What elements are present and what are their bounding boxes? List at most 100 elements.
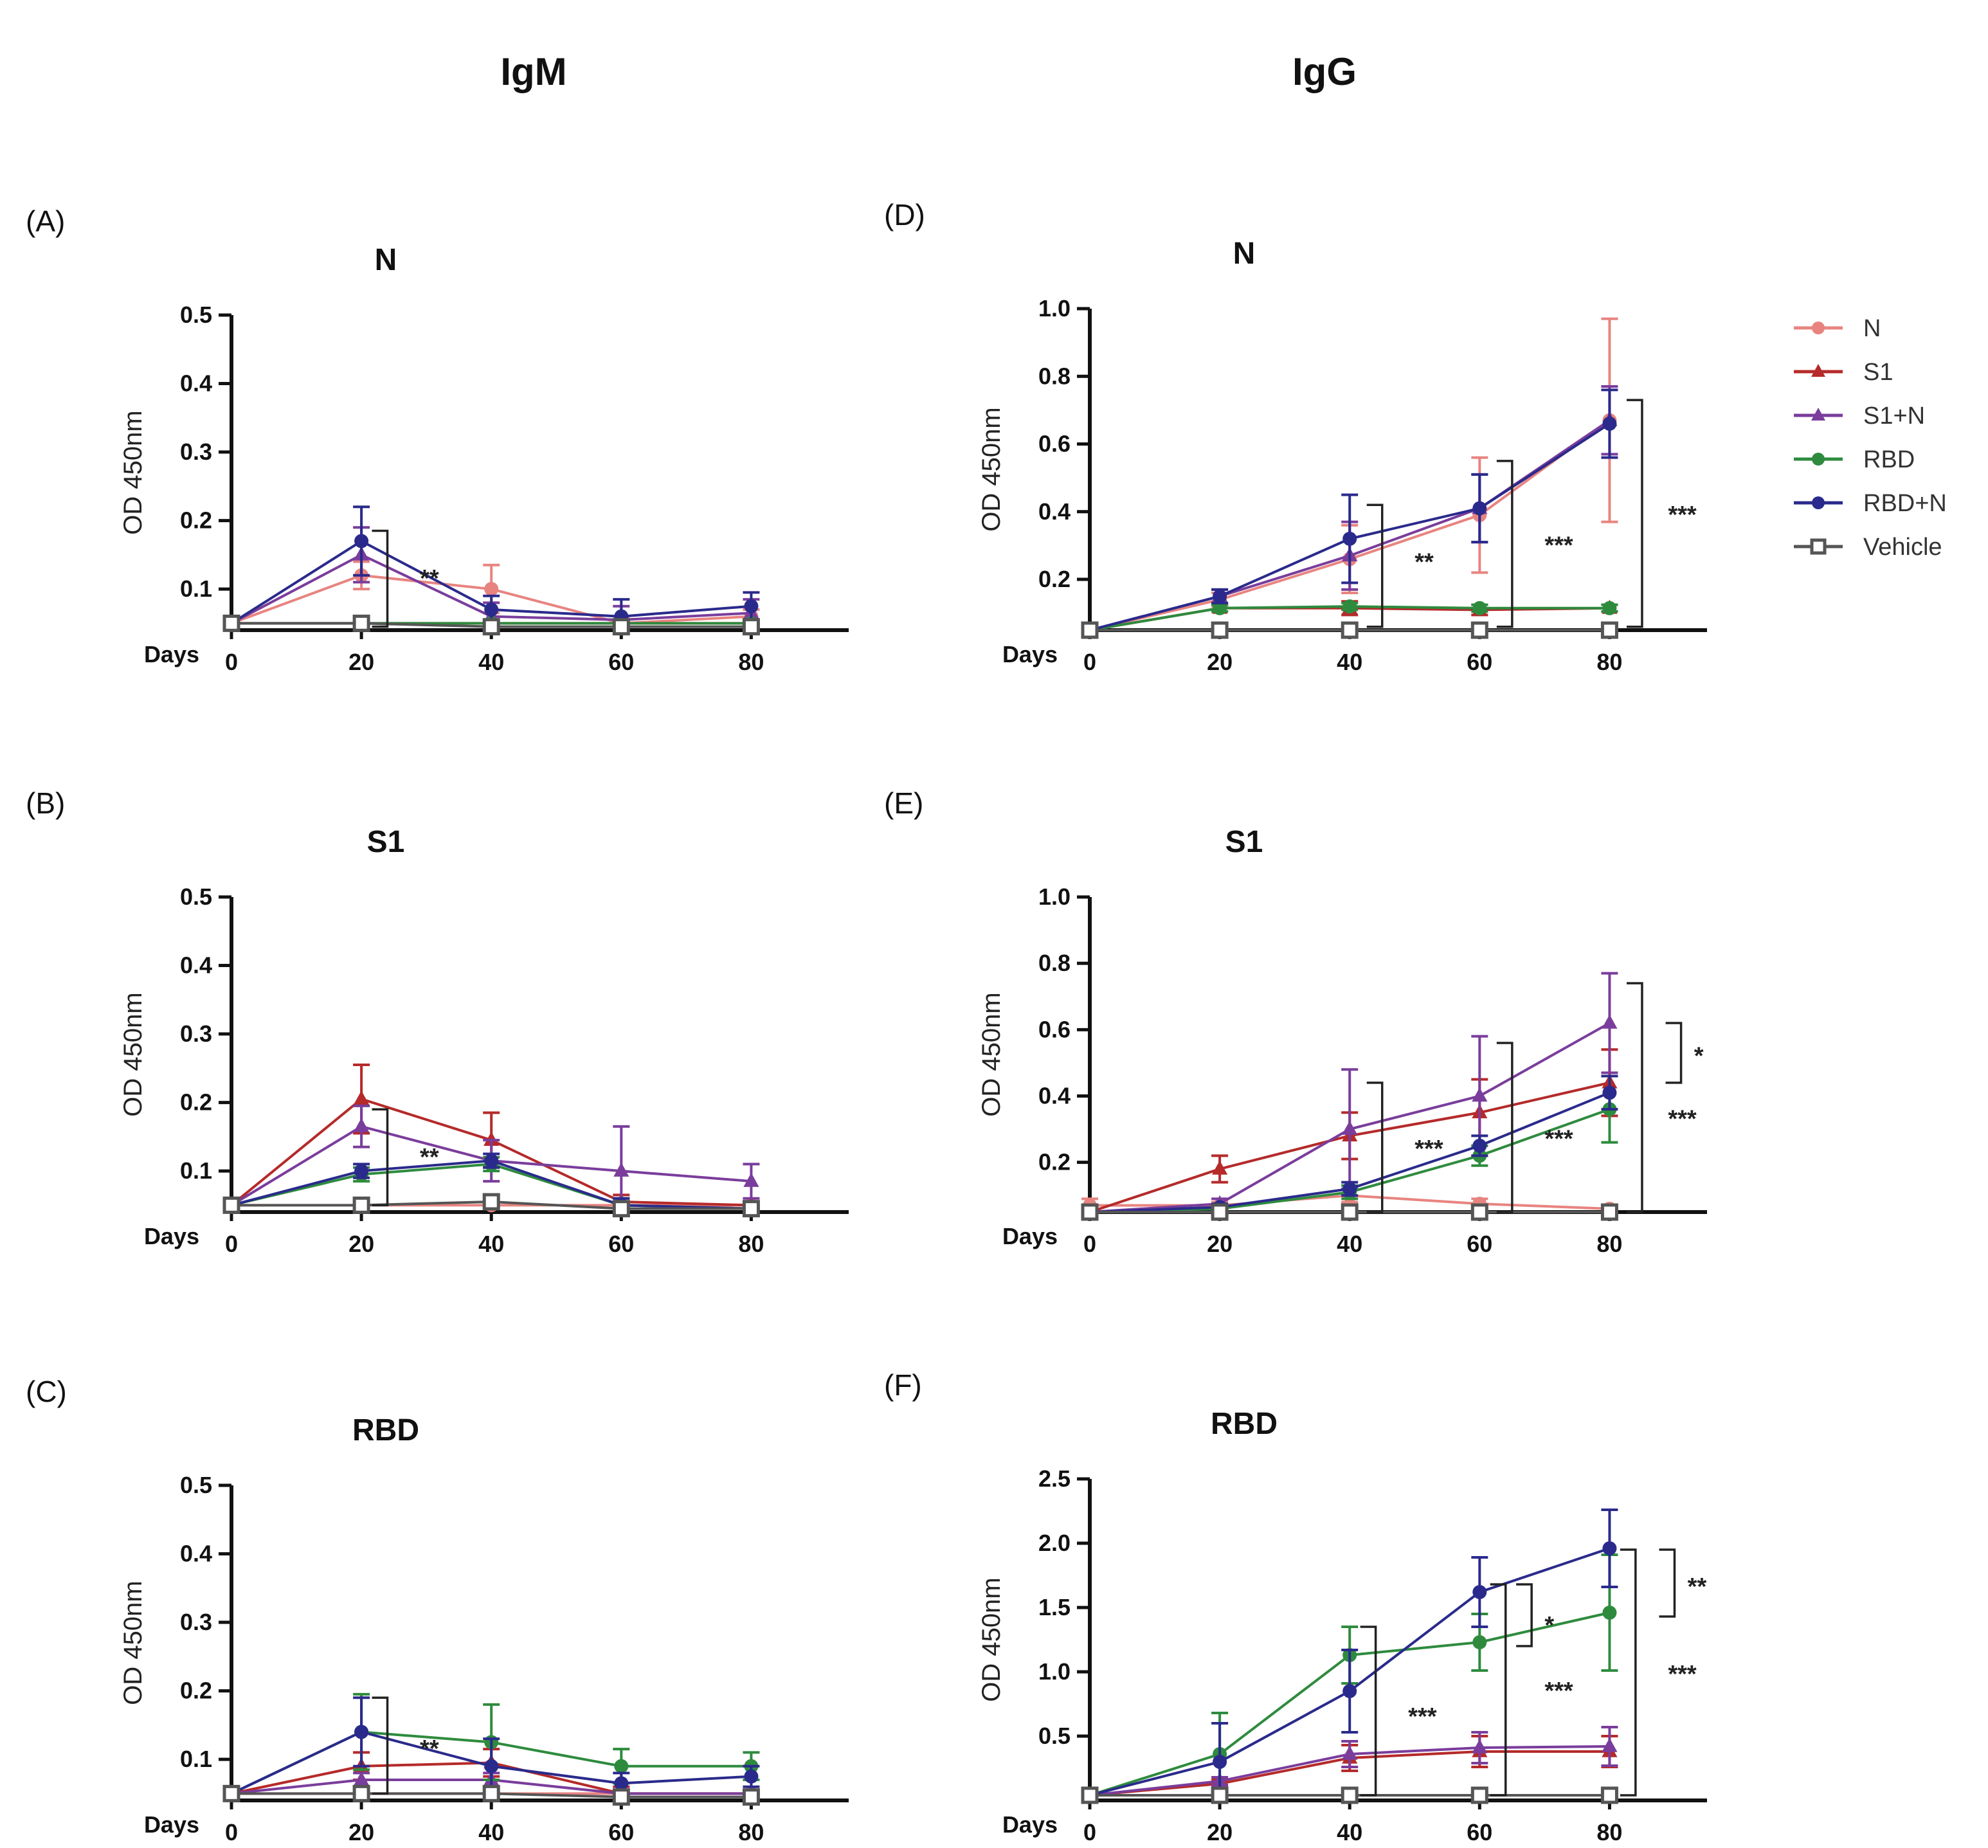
legend-entry-rbd: RBD (1794, 446, 1915, 473)
chart-panel-c: (C) RBD 0.1 0.2 0.3 0.4 0.5 0 20 40 60 80 Days OD 450… (26, 1375, 849, 1845)
panel-d-x-tick-label: 60 (1467, 649, 1492, 675)
panel-e-y-label: OD 450nm (977, 992, 1006, 1116)
panel-e-significance-label: *** (1414, 1136, 1443, 1163)
panel-e-x-tick-label: 80 (1596, 1231, 1622, 1257)
panel-b-x-tick-label: 60 (608, 1231, 634, 1257)
panel-f-point-rbd-plus-n (1602, 1541, 1617, 1555)
panel-a-point-vehicle (612, 618, 630, 636)
panel-c-point-rbd-plus-n (484, 1759, 499, 1773)
panel-b-y-tick-label: 0.3 (180, 1020, 212, 1047)
panel-e-y-tick-label: 0.2 (1038, 1149, 1071, 1175)
panel-c-series-vehicle (222, 1784, 760, 1806)
panel-e-significance-bracket (1496, 1042, 1514, 1213)
panel-b-point-s1-plus-n (613, 1162, 629, 1177)
panel-a-x-tick-label: 0 (225, 649, 238, 675)
panel-f-y-tick-label: 0.5 (1038, 1723, 1071, 1749)
panel-c-point-rbd-plus-n (614, 1776, 629, 1791)
legend: N S1 S1+N RBD RBD+N Vehicle (1794, 315, 1947, 561)
panel-b-point-s1 (354, 1091, 370, 1105)
panel-e-significance-bracket (1665, 1022, 1683, 1084)
panel-f-x-tick-label: 80 (1596, 1819, 1622, 1845)
panel-e-point-s1-plus-n (1472, 1087, 1488, 1102)
panel-b-point-vehicle (482, 1193, 500, 1211)
panel-c-significance-label: ** (420, 1735, 439, 1762)
panel-b-series-vehicle (222, 1193, 760, 1218)
panel-c-y-label: OD 450nm (119, 1581, 147, 1705)
panel-e-significance-bracket (1626, 982, 1643, 1213)
panel-a-y-tick-label: 0.5 (180, 302, 212, 328)
panel-a-y-tick-label: 0.2 (180, 507, 212, 534)
panel-c-x-tick-label: 20 (348, 1819, 374, 1845)
panel-c-point-vehicle (222, 1784, 240, 1802)
panel-e-y-tick-label: 0.8 (1038, 950, 1071, 976)
chart-panel-a: (A) N 0.1 0.2 0.3 0.4 0.5 0 20 40 60 80 Days OD 450nm… (26, 204, 849, 675)
panel-d-significance-label: *** (1544, 532, 1573, 559)
panel-d-point-rbd-plus-n (1213, 589, 1227, 604)
panel-f-significance-bracket (1516, 1583, 1533, 1647)
panel-b-y-label: OD 450nm (119, 992, 147, 1116)
panel-e-label: (E) (884, 786, 923, 820)
legend-label: S1 (1863, 359, 1893, 386)
panel-e-point-vehicle (1470, 1203, 1488, 1221)
panel-f-y-tick-label: 1.0 (1038, 1658, 1071, 1685)
panel-d-point-vehicle (1600, 621, 1618, 639)
panel-f-significance-bracket (1360, 1626, 1377, 1797)
panel-d-y-tick-label: 0.4 (1038, 498, 1071, 525)
panel-d-significance-bracket (1496, 460, 1514, 628)
panel-a-point-rbd-plus-n (484, 602, 499, 617)
legend-marker-vehicle (1810, 538, 1827, 555)
panel-b-y-tick-label: 0.4 (180, 952, 212, 979)
panel-f-point-vehicle (1081, 1786, 1099, 1804)
panel-f-point-s1-plus-n (1602, 1737, 1618, 1752)
panel-a-label: (A) (26, 204, 65, 238)
panel-a-significance-label: ** (420, 565, 439, 592)
panel-b-y-tick-label: 0.2 (180, 1089, 212, 1116)
panel-e-significance-bracket (1366, 1082, 1384, 1213)
panel-e-significance-label: *** (1668, 1106, 1697, 1133)
panel-a-point-rbd-plus-n (744, 599, 759, 613)
panel-e-significance-label: * (1694, 1043, 1704, 1070)
panel-c-y-tick-label: 0.3 (180, 1609, 212, 1635)
panel-c-label: (C) (26, 1375, 67, 1408)
panel-d-series-vehicle (1081, 621, 1618, 639)
panel-f-point-vehicle (1600, 1786, 1618, 1804)
panel-e-point-s1-plus-n (1342, 1120, 1358, 1135)
panel-c-title: RBD (352, 1413, 419, 1447)
legend-entry-vehicle: Vehicle (1794, 534, 1942, 561)
panel-a-significance-bracket (372, 529, 389, 628)
panel-e-title: S1 (1225, 825, 1263, 859)
legend-label: S1+N (1863, 403, 1925, 430)
panel-f-significance-bracket (1490, 1583, 1507, 1797)
chart-panel-d: (D) N 0.2 0.4 0.6 0.8 1.0 0 20 40 60 80 Days OD 450nm… (884, 198, 1707, 675)
panel-d-y-tick-label: 1.0 (1038, 295, 1071, 322)
panel-f-label: (F) (884, 1368, 922, 1402)
panel-d-y-tick-label: 0.8 (1038, 363, 1071, 389)
panel-e-point-vehicle (1211, 1203, 1229, 1221)
column-title-igg: IgG (1292, 50, 1357, 93)
panel-b-y-tick-label: 0.5 (180, 883, 212, 910)
panel-f-y-tick-label: 1.5 (1038, 1594, 1071, 1620)
panel-b-title: S1 (367, 825, 405, 859)
panel-c-point-rbd (614, 1759, 629, 1773)
panel-a-y-tick-label: 0.4 (180, 370, 212, 397)
panel-b-x-tick-label: 40 (478, 1231, 504, 1257)
panel-f-series-vehicle (1081, 1786, 1618, 1804)
panel-a-point-rbd-plus-n (354, 534, 369, 548)
panel-f-title: RBD (1211, 1407, 1278, 1441)
panel-e-point-s1-plus-n (1602, 1014, 1618, 1029)
panel-f-x-tick-label: 60 (1467, 1819, 1492, 1845)
panel-d-x-tick-label: 40 (1337, 649, 1362, 675)
panel-f-x-tick-label: 40 (1337, 1819, 1362, 1845)
panel-d-point-vehicle (1341, 621, 1359, 639)
legend-entry-s1: S1 (1794, 359, 1893, 386)
panel-b-point-vehicle (222, 1196, 240, 1214)
legend-marker-s1-plus-n (1811, 408, 1825, 421)
panel-f-significance-label: * (1544, 1612, 1554, 1639)
panel-d-point-vehicle (1081, 621, 1099, 639)
panel-b-significance-label: ** (420, 1144, 439, 1171)
panel-f-point-vehicle (1341, 1786, 1359, 1804)
panel-f-point-rbd (1472, 1635, 1487, 1649)
panel-b-point-vehicle (612, 1200, 630, 1218)
panel-f-y-tick-label: 2.0 (1038, 1530, 1071, 1556)
